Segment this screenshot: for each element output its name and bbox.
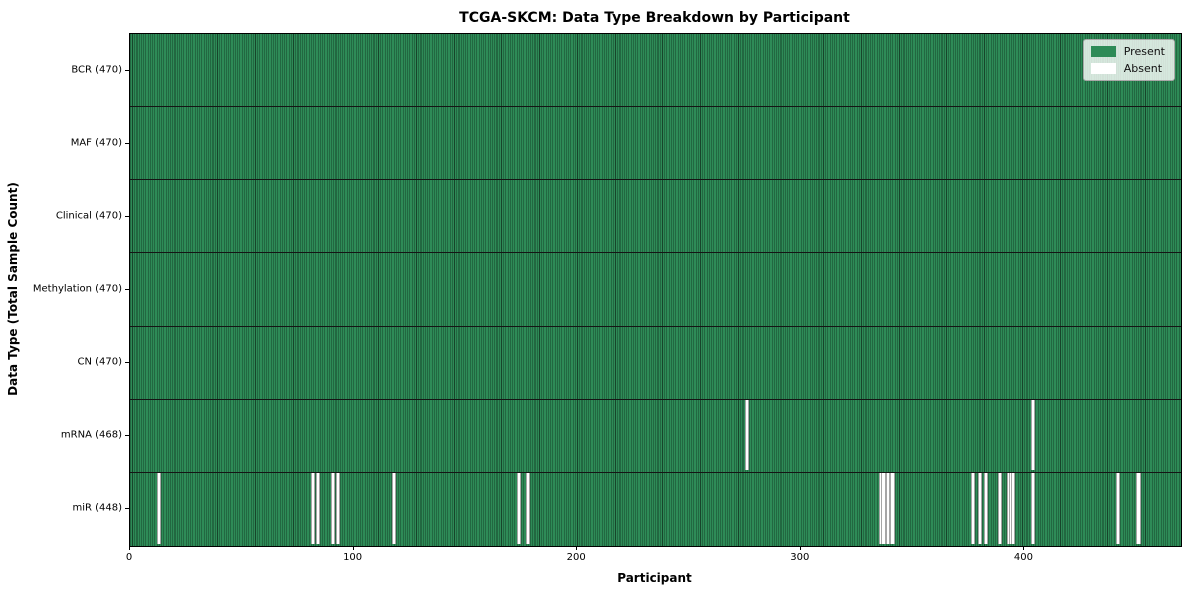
heatmap-row-cn [130,326,1181,400]
heatmap-row-bcr [130,34,1181,108]
legend-swatch-absent [1090,63,1116,74]
ytick-mark [125,215,129,217]
ytick-mark [125,508,129,510]
ytick-label-mrna: mRNA (468) [60,429,122,441]
ytick-mark [125,289,129,290]
absent-cell [744,400,750,471]
xtick-label-400: 400 [1013,552,1033,563]
heatmap-row-maf [130,107,1181,181]
legend-swatch-present [1090,46,1116,57]
absent-cell [335,473,340,545]
absent-cell [890,473,895,545]
heatmap-row-mir [130,472,1181,546]
absent-cell [311,473,316,545]
ytick-label-cn: CN (470) [77,356,122,368]
absent-cell [1136,473,1141,545]
ytick-label-bcr: BCR (470) [71,64,122,76]
absent-cell [885,473,891,545]
absent-cell [315,473,320,545]
xtick-label-200: 200 [566,552,586,563]
absent-cell [881,473,886,545]
x-axis-label: Participant [617,571,692,585]
legend-item-present: Present [1090,45,1165,58]
ytick-mark [125,362,129,364]
ytick-mark [125,435,129,437]
heatmap-row-clinical [130,180,1181,254]
legend-label-absent: Absent [1123,62,1163,75]
heatmap-row-mrna [130,399,1181,473]
ytick-label-methylation: Methylation (470) [32,283,122,295]
ytick-label-clinical: Clinical (470) [55,210,122,222]
xtick-mark [352,546,354,550]
legend-label-present: Present [1123,45,1165,58]
absent-cell [984,473,989,545]
plot-area: Present Absent [129,33,1182,547]
legend: Present Absent [1082,39,1175,81]
absent-cell [391,473,396,545]
absent-cell [516,473,522,545]
absent-cell [156,473,162,545]
absent-cell [977,473,982,545]
absent-cell [997,473,1002,545]
absent-cell [1031,400,1036,471]
absent-cell [1031,473,1036,545]
xtick-mark [799,546,801,550]
ytick-label-maf: MAF (470) [70,137,122,149]
ytick-label-mir: miR (448) [72,502,122,514]
xtick-mark [1023,546,1025,550]
chart-title: TCGA-SKCM: Data Type Breakdown by Partic… [459,10,850,26]
absent-cell [331,473,336,545]
absent-cell [1011,473,1016,545]
xtick-label-300: 300 [790,552,810,563]
absent-cell [1116,473,1121,545]
absent-cell [525,473,531,545]
legend-item-absent: Absent [1090,62,1165,75]
ytick-mark [125,142,129,144]
xtick-label-0: 0 [125,552,133,563]
xtick-mark [576,546,578,550]
absent-cell [970,473,976,545]
xtick-mark [129,546,130,550]
xtick-label-100: 100 [343,552,363,563]
ytick-mark [125,69,129,71]
heatmap-row-methylation [130,253,1181,327]
